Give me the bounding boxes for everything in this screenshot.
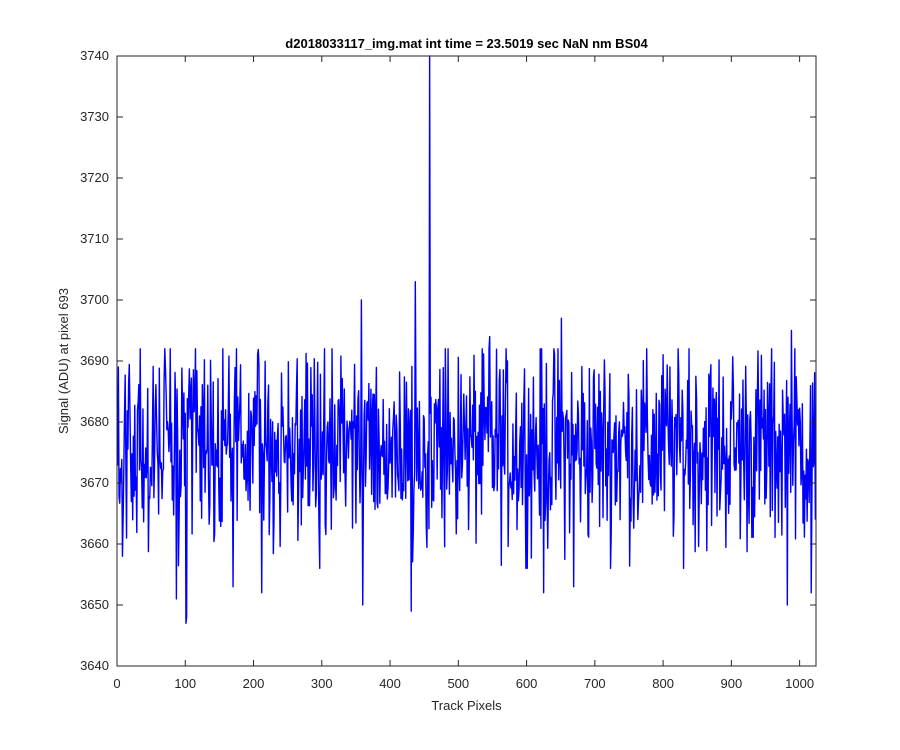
y-tick-label: 3690 — [80, 353, 109, 368]
y-tick-label: 3650 — [80, 597, 109, 612]
y-tick-label: 3700 — [80, 292, 109, 307]
chart-title: d2018033117_img.mat int time = 23.5019 s… — [285, 36, 648, 51]
y-tick-label: 3740 — [80, 48, 109, 63]
y-tick-label: 3640 — [80, 658, 109, 673]
x-tick-label: 1000 — [785, 676, 814, 691]
y-tick-label: 3670 — [80, 475, 109, 490]
y-tick-label: 3720 — [80, 170, 109, 185]
x-tick-label: 600 — [516, 676, 538, 691]
x-tick-label: 200 — [243, 676, 265, 691]
y-tick-label: 3660 — [80, 536, 109, 551]
y-tick-label: 3730 — [80, 109, 109, 124]
y-tick-label: 3680 — [80, 414, 109, 429]
x-axis-ticks: 0 100 200 300 400 500 600 700 800 900 1000 — [113, 56, 814, 691]
plot-background — [117, 56, 816, 666]
x-tick-label: 700 — [584, 676, 606, 691]
x-tick-label: 400 — [379, 676, 401, 691]
plot-area — [116, 55, 817, 667]
x-tick-label: 500 — [447, 676, 469, 691]
x-tick-label: 0 — [113, 676, 120, 691]
y-tick-label: 3710 — [80, 231, 109, 246]
x-axis-label: Track Pixels — [431, 698, 502, 713]
x-tick-label: 800 — [652, 676, 674, 691]
x-tick-label: 300 — [311, 676, 333, 691]
x-tick-label: 900 — [721, 676, 743, 691]
y-axis-label: Signal (ADU) at pixel 693 — [56, 288, 71, 434]
x-tick-label: 100 — [174, 676, 196, 691]
series-line — [116, 55, 817, 624]
y-axis-ticks: 3640 3650 3660 3670 3680 3690 3700 3710 3720 3730… — [80, 48, 816, 673]
